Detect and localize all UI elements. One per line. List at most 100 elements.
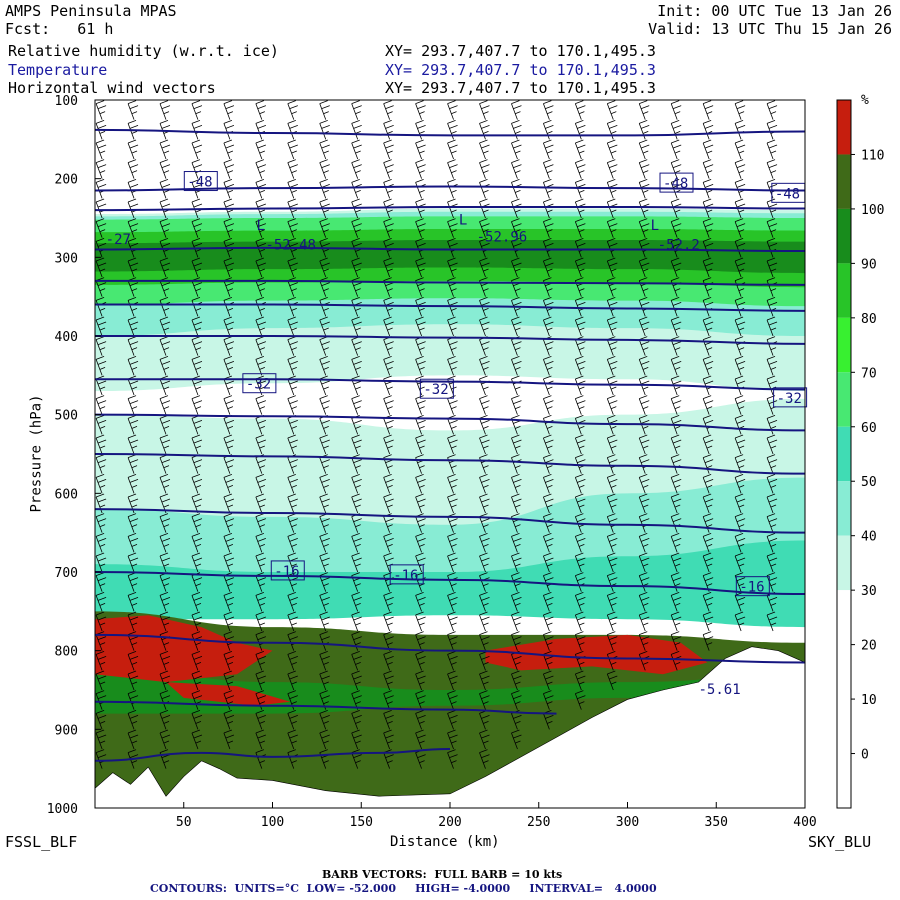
wind-barb (95, 591, 107, 612)
corner-right-label: SKY_BLU (808, 833, 872, 851)
wind-barb (223, 100, 235, 120)
wind-barb (383, 119, 394, 140)
colorbar-label: 90 (861, 257, 877, 272)
wind-barb (574, 159, 586, 179)
field-xy-rh: XY= 293.7,407.7 to 170.1,495.3 (385, 42, 656, 60)
wind-barb (638, 355, 650, 376)
wind-barb (127, 218, 139, 238)
temperature-contour (95, 246, 805, 253)
wind-barb (127, 316, 139, 337)
wind-barb (543, 670, 554, 691)
wind-barb (734, 355, 746, 376)
x-tick-label: 50 (176, 815, 192, 830)
wind-barb (638, 139, 650, 160)
wind-barb (415, 670, 426, 691)
wind-barb (574, 218, 586, 238)
wind-barb (287, 100, 298, 120)
wind-barb (287, 198, 298, 219)
contour-label-box (389, 564, 424, 585)
wind-barb (287, 355, 298, 376)
wind-barb (670, 375, 682, 396)
wind-barb (287, 336, 298, 356)
wind-barb (255, 218, 266, 238)
wind-barb (479, 100, 490, 120)
colorbar-bin (837, 208, 851, 264)
wind-barb (287, 513, 298, 533)
wind-barb (415, 611, 426, 632)
wind-barb (287, 591, 298, 612)
wind-barb (447, 749, 458, 769)
wind-barb (447, 296, 458, 317)
wind-barb (543, 611, 554, 632)
wind-barb (574, 139, 586, 160)
forecast-hour: Fcst: 61 h (5, 20, 114, 38)
wind-barb (255, 434, 266, 455)
colorbar-bin (837, 644, 851, 700)
wind-barb (511, 119, 522, 140)
wind-barb (127, 670, 139, 691)
wind-barb (159, 257, 171, 278)
wind-barb (415, 119, 426, 140)
wind-barb (447, 670, 458, 691)
wind-barb (319, 355, 330, 376)
wind-barb (287, 316, 298, 337)
wind-barb (511, 690, 522, 710)
wind-barb (479, 316, 490, 337)
wind-barb (383, 690, 394, 710)
wind-barb (191, 532, 203, 553)
wind-barb (638, 552, 650, 573)
wind-barb (766, 316, 778, 337)
wind-barb (479, 591, 490, 612)
wind-barb (127, 532, 139, 553)
x-tick-label: 300 (616, 815, 639, 830)
wind-barb (766, 218, 778, 238)
wind-barb (383, 159, 394, 179)
wind-barb (543, 473, 554, 494)
wind-barb (574, 690, 586, 710)
wind-barb (127, 650, 139, 671)
wind-barb (127, 631, 139, 651)
wind-barb (670, 119, 682, 140)
wind-barb (415, 395, 426, 415)
wind-barb (702, 591, 714, 612)
wind-barb (95, 572, 107, 592)
temperature-contour (95, 571, 805, 596)
wind-barb (159, 670, 171, 691)
wind-barb (734, 257, 746, 278)
wind-barb (383, 316, 394, 337)
wind-barb (511, 670, 522, 691)
wind-barb (606, 552, 618, 573)
wind-barb (383, 257, 394, 278)
temperature-contour (95, 279, 805, 286)
colorbar-bin (837, 317, 851, 373)
wind-barb (606, 178, 618, 199)
wind-barb (127, 749, 139, 769)
wind-barb (95, 611, 107, 632)
wind-barb (670, 572, 682, 592)
y-tick-label: 500 (55, 409, 78, 424)
wind-barb (447, 493, 458, 514)
x-axis-label: Distance (km) (390, 834, 500, 850)
wind-barb (319, 513, 330, 533)
wind-barb (223, 178, 235, 199)
wind-barb (127, 257, 139, 278)
extremum-label: -52.96 (477, 230, 528, 246)
wind-barb (415, 159, 426, 179)
wind-barb (223, 395, 235, 415)
colorbar-bin (837, 753, 851, 808)
contour-label: -48 (775, 186, 800, 202)
x-tick-label: 250 (527, 815, 550, 830)
wind-barb (574, 493, 586, 514)
colorbar-bin (837, 481, 851, 536)
wind-barb (287, 532, 298, 553)
wind-barb (127, 729, 139, 750)
contour-label: -48 (187, 175, 212, 191)
wind-barb (319, 552, 330, 573)
wind-barb (543, 355, 554, 376)
wind-barb (511, 611, 522, 632)
wind-barb (287, 434, 298, 455)
wind-barb (319, 729, 330, 750)
wind-barb (606, 355, 618, 376)
wind-barb (479, 355, 490, 376)
wind-barb (191, 218, 203, 238)
